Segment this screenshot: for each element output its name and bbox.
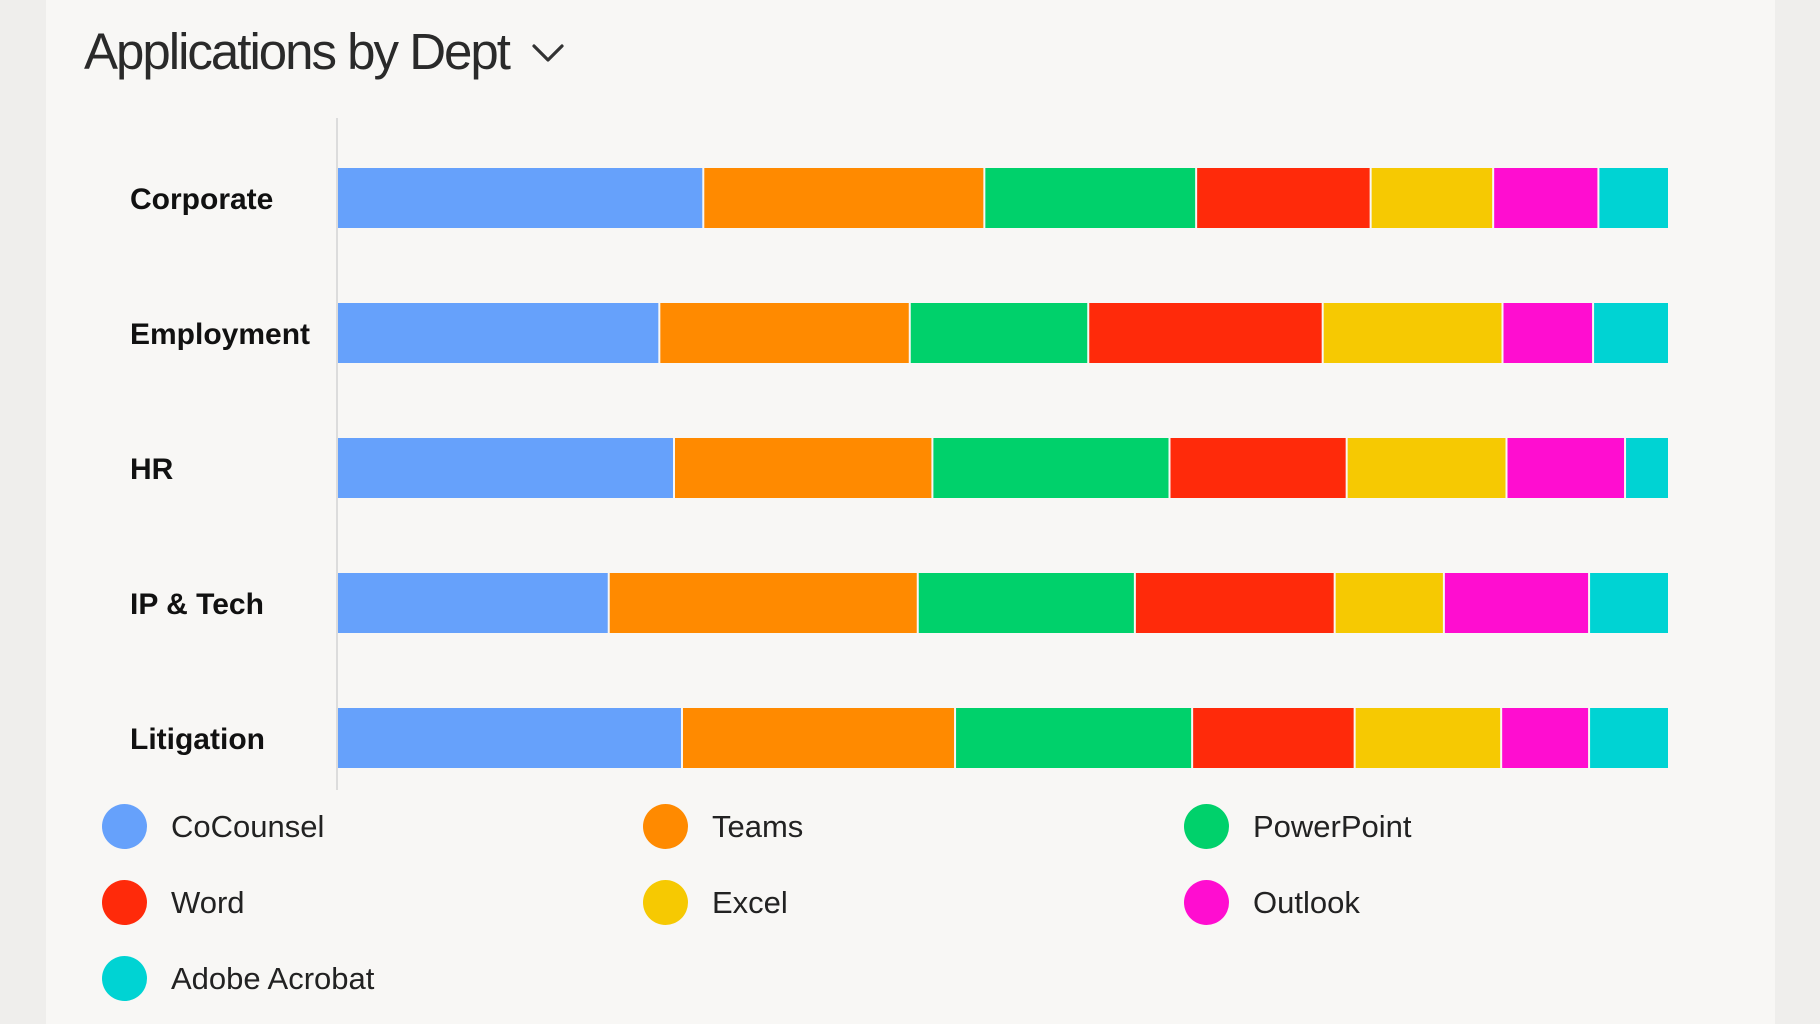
bar-segment-corporate-excel[interactable] bbox=[1371, 168, 1493, 228]
legend-item-word[interactable]: Word bbox=[102, 880, 643, 925]
bar-segment-litigation-outlook[interactable] bbox=[1502, 708, 1589, 768]
legend-label-word: Word bbox=[171, 884, 245, 920]
legend-label-excel: Excel bbox=[712, 884, 788, 920]
bar-segment-hr-outlook[interactable] bbox=[1507, 438, 1625, 498]
bar-segment-hr-powerpoint[interactable] bbox=[933, 438, 1169, 498]
bar-segment-litigation-powerpoint[interactable] bbox=[956, 708, 1192, 768]
bar-segment-hr-teams[interactable] bbox=[675, 438, 932, 498]
chart-legend: CoCounsel Teams PowerPoint Word Excel Outlook… bbox=[102, 804, 1725, 1001]
legend-item-adobe-acrobat[interactable]: Adobe Acrobat bbox=[102, 956, 643, 1001]
category-labels: Corporate Employment HR IP & Tech Litigation bbox=[130, 183, 310, 756]
legend-item-teams[interactable]: Teams bbox=[643, 804, 1184, 849]
category-label-hr: HR bbox=[130, 453, 174, 486]
bar-segment-hr-cocounsel[interactable] bbox=[338, 438, 673, 498]
legend-label-adobe-acrobat: Adobe Acrobat bbox=[171, 960, 375, 996]
bar-segment-litigation-adobe-acrobat[interactable] bbox=[1590, 708, 1668, 768]
bar-segment-corporate-cocounsel[interactable] bbox=[338, 168, 703, 228]
chevron-down-icon[interactable] bbox=[531, 42, 565, 69]
legend-swatch-outlook bbox=[1184, 880, 1229, 925]
bar-segment-hr-word[interactable] bbox=[1170, 438, 1346, 498]
chart-title-dropdown[interactable]: Applications by Dept bbox=[84, 18, 565, 84]
bar-segment-employment-outlook[interactable] bbox=[1503, 303, 1593, 363]
legend-item-cocounsel[interactable]: CoCounsel bbox=[102, 804, 643, 849]
legend-swatch-powerpoint bbox=[1184, 804, 1229, 849]
category-label-employment: Employment bbox=[130, 318, 310, 351]
bar-segment-employment-powerpoint[interactable] bbox=[910, 303, 1088, 363]
bar-segment-employment-adobe-acrobat[interactable] bbox=[1594, 303, 1668, 363]
legend-swatch-teams bbox=[643, 804, 688, 849]
bar-segment-corporate-powerpoint[interactable] bbox=[985, 168, 1196, 228]
legend-item-outlook[interactable]: Outlook bbox=[1184, 880, 1725, 925]
legend-swatch-cocounsel bbox=[102, 804, 147, 849]
category-label-ip-tech: IP & Tech bbox=[130, 588, 264, 621]
bar-segment-employment-cocounsel[interactable] bbox=[338, 303, 659, 363]
bar-group bbox=[338, 168, 1668, 768]
legend-swatch-word bbox=[102, 880, 147, 925]
category-label-corporate: Corporate bbox=[130, 183, 273, 216]
bar-segment-litigation-cocounsel[interactable] bbox=[338, 708, 681, 768]
bar-segment-corporate-adobe-acrobat[interactable] bbox=[1599, 168, 1668, 228]
bar-segment-corporate-teams[interactable] bbox=[704, 168, 984, 228]
bar-segment-ip-tech-powerpoint[interactable] bbox=[918, 573, 1134, 633]
legend-swatch-excel bbox=[643, 880, 688, 925]
legend-label-powerpoint: PowerPoint bbox=[1253, 808, 1412, 844]
legend-swatch-adobe-acrobat bbox=[102, 956, 147, 1001]
stacked-bar-chart: Corporate Employment HR IP & Tech Litigation bbox=[130, 118, 1668, 790]
category-label-litigation: Litigation bbox=[130, 723, 265, 756]
chart-title: Applications by Dept bbox=[84, 22, 511, 80]
bar-segment-employment-word[interactable] bbox=[1089, 303, 1322, 363]
bar-segment-ip-tech-teams[interactable] bbox=[609, 573, 917, 633]
legend-label-teams: Teams bbox=[712, 808, 804, 844]
bar-segment-litigation-word[interactable] bbox=[1193, 708, 1354, 768]
bar-segment-employment-excel[interactable] bbox=[1323, 303, 1502, 363]
bar-segment-ip-tech-outlook[interactable] bbox=[1444, 573, 1589, 633]
bar-segment-corporate-word[interactable] bbox=[1197, 168, 1370, 228]
legend-item-powerpoint[interactable]: PowerPoint bbox=[1184, 804, 1725, 849]
bar-segment-ip-tech-adobe-acrobat[interactable] bbox=[1590, 573, 1668, 633]
bar-segment-hr-adobe-acrobat[interactable] bbox=[1626, 438, 1668, 498]
bar-segment-litigation-excel[interactable] bbox=[1355, 708, 1501, 768]
bar-segment-hr-excel[interactable] bbox=[1347, 438, 1506, 498]
legend-item-excel[interactable]: Excel bbox=[643, 880, 1184, 925]
legend-label-outlook: Outlook bbox=[1253, 884, 1360, 920]
bar-segment-corporate-outlook[interactable] bbox=[1494, 168, 1598, 228]
bar-segment-ip-tech-excel[interactable] bbox=[1335, 573, 1443, 633]
bar-segment-litigation-teams[interactable] bbox=[682, 708, 955, 768]
bar-segment-ip-tech-word[interactable] bbox=[1135, 573, 1334, 633]
legend-label-cocounsel: CoCounsel bbox=[171, 808, 325, 844]
bar-segment-ip-tech-cocounsel[interactable] bbox=[338, 573, 608, 633]
bar-segment-employment-teams[interactable] bbox=[660, 303, 909, 363]
